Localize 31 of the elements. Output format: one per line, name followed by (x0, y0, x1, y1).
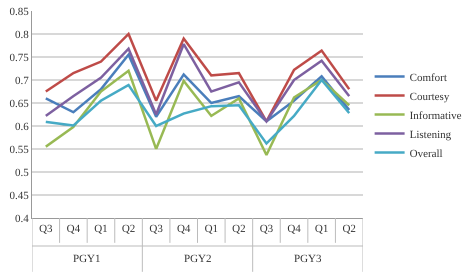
text: PGY2 (184, 253, 212, 265)
y-tick-label: 0.45 (10, 190, 30, 202)
y-tick-label: 0.4 (15, 212, 30, 225)
y-tick-label: 0.75 (10, 52, 30, 64)
y-tick-label: 0.5 (15, 166, 30, 179)
legend-label: Informative (410, 110, 462, 122)
legend-label: Listening (410, 128, 452, 141)
text: PGY1 (73, 253, 101, 265)
x-tick-label: Q2 (232, 223, 246, 236)
x-tick-label: Q1 (94, 223, 108, 236)
x-tick-label: Q3 (149, 223, 164, 236)
legend-label: Courtesy (410, 90, 450, 103)
line-series (44, 78, 350, 145)
text: PGY3 (294, 253, 322, 265)
y-tick-label: 0.65 (10, 98, 30, 110)
y-tick-label: 0.55 (10, 144, 30, 156)
legend-label: Overall (410, 148, 443, 160)
y-tick-label: 0.7 (15, 74, 30, 87)
x-tick-label: Q4 (176, 223, 191, 236)
x-tick-label: Q3 (260, 223, 274, 236)
y-tick-label: 0.6 (15, 120, 30, 133)
x-tick-label: Q4 (66, 223, 81, 236)
legend-label: Comfort (410, 72, 447, 84)
x-tick-label: Q1 (314, 223, 328, 236)
y-tick-label: 0.8 (15, 28, 30, 41)
x-tick-label: Q3 (39, 223, 54, 236)
y-tick-label: 0.85 (10, 6, 30, 18)
x-tick-label: Q1 (204, 223, 218, 236)
x-tick-label: Q2 (122, 223, 136, 236)
x-tick-label: Q4 (287, 223, 302, 236)
x-tick-label: Q2 (342, 223, 356, 236)
